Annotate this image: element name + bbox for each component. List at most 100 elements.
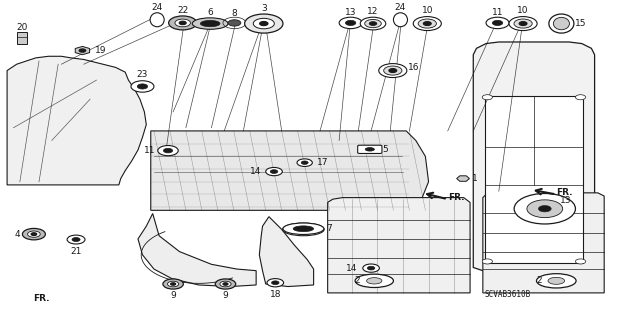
Circle shape (575, 259, 586, 264)
Ellipse shape (192, 18, 228, 29)
Circle shape (253, 18, 275, 29)
Circle shape (260, 21, 268, 26)
Circle shape (514, 19, 532, 28)
Circle shape (270, 170, 278, 174)
Circle shape (267, 278, 284, 287)
Text: 8: 8 (232, 9, 237, 18)
Text: 5: 5 (383, 145, 388, 154)
Text: 20: 20 (16, 24, 28, 33)
Circle shape (418, 19, 436, 28)
Circle shape (163, 148, 173, 153)
Ellipse shape (367, 278, 382, 284)
Text: 10: 10 (422, 6, 433, 15)
Ellipse shape (394, 13, 408, 27)
Circle shape (169, 16, 196, 30)
Ellipse shape (365, 148, 374, 151)
Text: 14: 14 (250, 167, 261, 176)
Text: 16: 16 (408, 63, 420, 72)
Circle shape (31, 233, 36, 235)
Circle shape (389, 69, 397, 72)
Text: 18: 18 (269, 290, 281, 299)
Circle shape (379, 63, 407, 78)
Text: 9: 9 (170, 291, 176, 300)
Circle shape (363, 264, 380, 272)
Circle shape (360, 17, 386, 30)
Ellipse shape (548, 277, 564, 284)
Circle shape (271, 281, 279, 285)
Text: 24: 24 (395, 4, 406, 12)
Text: 11: 11 (492, 8, 503, 17)
Ellipse shape (283, 223, 324, 234)
Circle shape (492, 20, 502, 26)
Text: 2: 2 (536, 276, 542, 285)
Polygon shape (7, 56, 147, 185)
Text: FR.: FR. (33, 294, 49, 303)
Ellipse shape (150, 13, 164, 27)
Polygon shape (483, 193, 604, 293)
Text: 6: 6 (207, 8, 213, 17)
Text: 21: 21 (70, 247, 82, 256)
Text: 10: 10 (517, 6, 529, 15)
Text: FR.: FR. (448, 193, 464, 202)
Ellipse shape (200, 20, 220, 27)
Polygon shape (138, 213, 256, 286)
Circle shape (138, 84, 148, 89)
Circle shape (514, 194, 575, 224)
Text: 11: 11 (144, 146, 156, 155)
Circle shape (223, 283, 228, 285)
Text: SCVAB3610B: SCVAB3610B (484, 290, 531, 299)
Circle shape (413, 17, 442, 31)
Polygon shape (17, 33, 27, 44)
Text: 12: 12 (367, 7, 379, 16)
Text: 13: 13 (345, 8, 356, 17)
Polygon shape (259, 217, 314, 286)
Polygon shape (151, 131, 429, 210)
Circle shape (346, 20, 356, 26)
Text: 9: 9 (223, 291, 228, 300)
Text: 7: 7 (326, 224, 332, 233)
Circle shape (179, 21, 186, 25)
Circle shape (228, 20, 241, 26)
Ellipse shape (293, 226, 314, 232)
Circle shape (519, 22, 527, 26)
Circle shape (482, 95, 492, 100)
Text: 1: 1 (472, 174, 477, 183)
Text: 13: 13 (559, 196, 571, 205)
Text: 23: 23 (137, 70, 148, 79)
Circle shape (158, 145, 178, 156)
Polygon shape (484, 96, 583, 263)
Circle shape (163, 279, 183, 289)
Text: 2: 2 (354, 276, 360, 285)
Ellipse shape (554, 17, 570, 30)
Circle shape (220, 281, 231, 287)
Circle shape (509, 17, 537, 31)
Circle shape (171, 283, 175, 285)
Circle shape (575, 95, 586, 100)
Text: 14: 14 (346, 263, 357, 273)
Circle shape (365, 19, 381, 28)
Circle shape (527, 200, 563, 218)
Circle shape (215, 279, 236, 289)
Circle shape (339, 17, 362, 29)
Circle shape (22, 228, 45, 240)
Polygon shape (76, 47, 90, 55)
Circle shape (367, 266, 375, 270)
Ellipse shape (283, 223, 324, 236)
Text: 3: 3 (261, 4, 267, 13)
Circle shape (383, 66, 402, 75)
FancyBboxPatch shape (358, 145, 382, 153)
Text: 19: 19 (95, 46, 107, 55)
Circle shape (266, 167, 282, 176)
Circle shape (486, 17, 509, 29)
Ellipse shape (536, 274, 576, 288)
Text: 4: 4 (14, 230, 20, 239)
Circle shape (244, 14, 283, 33)
Circle shape (131, 81, 154, 92)
Circle shape (67, 235, 85, 244)
Ellipse shape (549, 14, 574, 33)
Text: 24: 24 (152, 4, 163, 12)
Polygon shape (328, 197, 470, 293)
Polygon shape (473, 42, 595, 271)
Circle shape (297, 159, 312, 167)
Circle shape (301, 161, 308, 164)
